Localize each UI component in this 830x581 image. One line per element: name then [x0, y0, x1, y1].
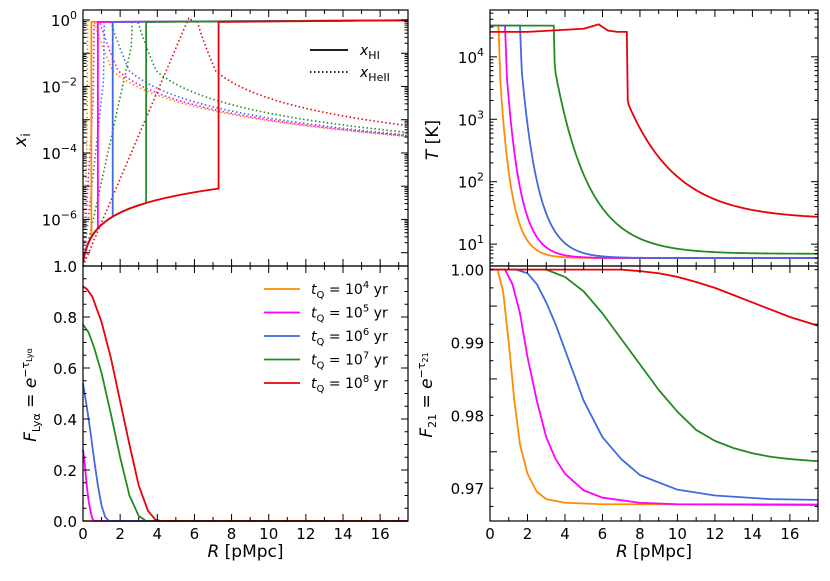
- series-line-f21: [490, 268, 818, 463]
- x-tick-label: 10: [668, 525, 687, 543]
- x-tick-label: 4: [560, 525, 570, 543]
- series-line-xheii: [83, 20, 408, 266]
- x-tick-label: 14: [333, 525, 352, 543]
- x-tick-label: 6: [190, 525, 200, 543]
- y-tick-label: 0.98: [451, 407, 484, 425]
- legend-label: xHeII: [359, 65, 390, 84]
- series-line-xheii: [83, 20, 408, 266]
- x-tick-label: 0: [485, 525, 495, 543]
- panel-ionization-fraction: 100 10−2 10−4 10−6 xi xHI xHeII: [11, 9, 409, 267]
- curves: [490, 268, 818, 506]
- legend-label: tQ = 106 yr: [311, 327, 388, 348]
- y-axis-label: xi: [11, 133, 33, 147]
- x-tick-label: 2: [115, 525, 125, 543]
- x-tick-label: 10: [259, 525, 278, 543]
- series-line-xheii: [83, 20, 408, 266]
- series-line-temperature: [490, 24, 818, 259]
- series-line-flya: [82, 324, 408, 522]
- x-axis-label: R [pMpc]: [616, 542, 692, 562]
- y-tick-label: 104: [458, 46, 484, 67]
- series-line-f21: [490, 268, 818, 327]
- x-tick-label: 14: [743, 525, 762, 543]
- x-tick-label: 4: [153, 525, 163, 543]
- y-tick-label: 102: [458, 171, 484, 192]
- y-tick-label: 0.2: [53, 462, 77, 480]
- legend-label: tQ = 105 yr: [311, 304, 388, 325]
- series-line-f21: [490, 268, 818, 506]
- legend-label: tQ = 107 yr: [311, 351, 388, 372]
- x-tick-label: 0: [78, 525, 88, 543]
- series-line-xheii: [83, 20, 408, 266]
- y-tick-label: 0.6: [53, 360, 77, 378]
- x-tick-label: 2: [523, 525, 533, 543]
- y-tick-label: 0.99: [451, 335, 484, 353]
- x-tick-label: 16: [780, 525, 799, 543]
- series-line-flya: [82, 449, 408, 522]
- legend-label: xHI: [359, 43, 380, 62]
- y-tick-label: 10−2: [42, 75, 77, 96]
- x-tick-label: 16: [371, 525, 390, 543]
- panel-21cm-transmission: 0 2 4 6 8 10 12 14 16 0.97 0.98 0.99 1.00 R [pMpc] F21…: [415, 262, 819, 562]
- y-tick-label: 0.97: [451, 480, 484, 498]
- y-tick-label: 10−4: [42, 142, 77, 163]
- x-tick-label: 12: [296, 525, 315, 543]
- panel-temperature: 104 103 102 101 T [K]: [423, 9, 819, 267]
- legend: xHI xHeII: [310, 43, 390, 84]
- x-tick-label: 6: [598, 525, 608, 543]
- y-tick-label: 1.0: [53, 258, 77, 276]
- y-tick-label: 101: [458, 233, 484, 254]
- x-tick-label: 8: [227, 525, 237, 543]
- x-tick-label: 12: [705, 525, 724, 543]
- axes-frame: [489, 265, 819, 522]
- y-tick-label: 0.4: [53, 411, 77, 429]
- x-axis-label: R [pMpc]: [207, 542, 283, 562]
- axes-frame: [489, 9, 819, 267]
- legend-label: tQ = 104 yr: [311, 280, 388, 301]
- y-tick-label: 10−6: [42, 208, 77, 229]
- axes-frame: [82, 265, 409, 522]
- series-line-temperature: [490, 24, 818, 259]
- curves: [490, 23, 818, 259]
- x-tick-label: 8: [635, 525, 645, 543]
- y-tick-label: 1.00: [451, 262, 484, 280]
- legend-label: tQ = 108 yr: [311, 374, 388, 395]
- series-line-f21: [490, 268, 818, 506]
- series-line-temperature: [490, 24, 818, 255]
- series-line-temperature: [490, 24, 818, 259]
- panel-lya-transmission: 0 2 4 6 8 10 12 14 16 0.0 0.2 0.4 0.6 0.8 1.0 R [pMpc] F…: [19, 258, 409, 562]
- y-tick-label: 100: [51, 9, 77, 30]
- y-tick-label: 0.8: [53, 309, 77, 327]
- series-line-xheii: [83, 17, 408, 266]
- curves: [83, 17, 408, 266]
- y-axis-label: F21 = e−τ21: [415, 352, 439, 437]
- y-axis-label: FLyα = e−τLyα: [19, 348, 43, 442]
- series-line-xhi: [83, 19, 408, 263]
- series-line-flya: [82, 285, 408, 522]
- y-axis-label: T [K]: [423, 120, 443, 160]
- series-line-temperature: [490, 23, 818, 218]
- y-tick-label: 0.0: [53, 513, 77, 531]
- series-line-f21: [490, 268, 818, 501]
- series-line-flya: [82, 383, 408, 522]
- y-tick-label: 103: [458, 108, 484, 129]
